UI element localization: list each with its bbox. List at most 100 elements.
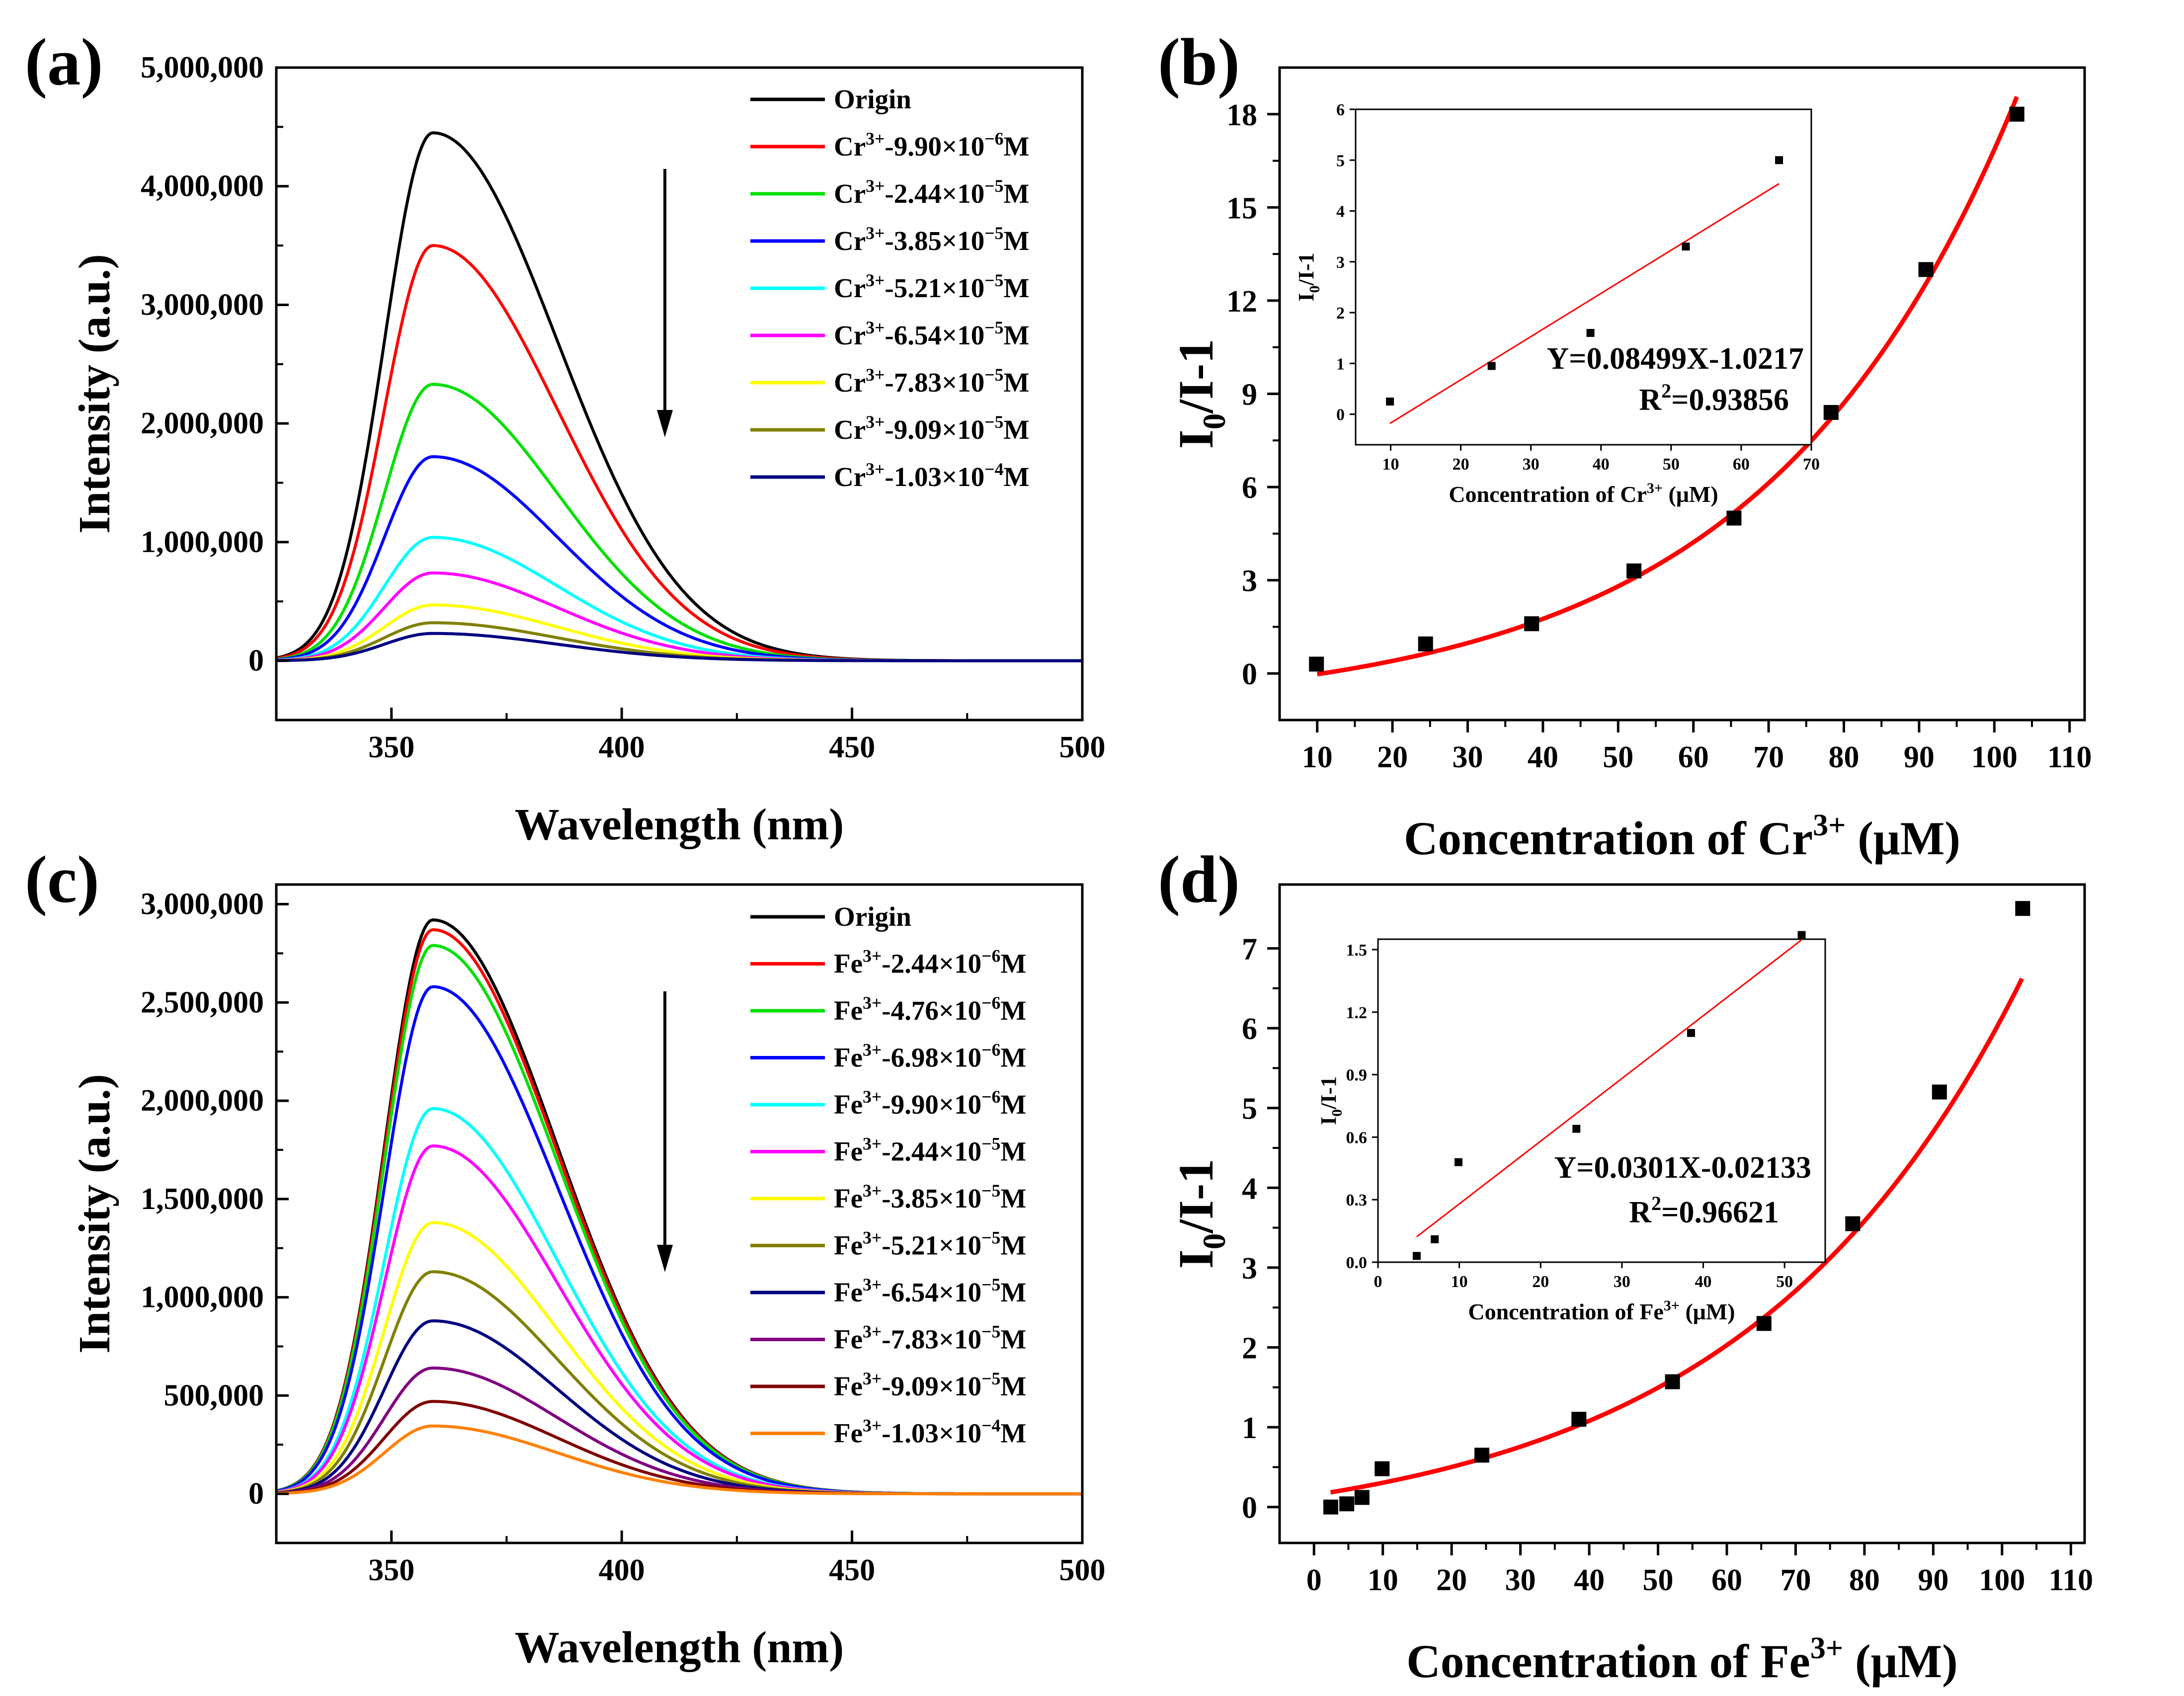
inset-x-tick-label: 10 <box>1451 1273 1468 1291</box>
inset-data-point <box>1572 1125 1581 1133</box>
inset-data-point <box>1797 931 1806 939</box>
y-tick-label: 3 <box>1242 565 1257 598</box>
data-point <box>1756 1316 1772 1331</box>
series-line-6 <box>276 1221 1082 1496</box>
fit-r-squared: R2=0.93856 <box>1639 380 1789 417</box>
y-tick-label: 4 <box>1242 1172 1257 1206</box>
y-tick-label: 15 <box>1226 191 1257 225</box>
y-tick-label: 5 <box>1242 1092 1257 1126</box>
x-axis-label: Concentration of Fe3+ (μM) <box>1406 1631 1958 1688</box>
inset-x-tick-label: 40 <box>1695 1273 1712 1291</box>
series-lines <box>276 131 1082 662</box>
panel-b: 10 20 30 40 50 60 70 80 90 100 1100369121518Concen… <box>1158 25 2092 865</box>
inset-y-tick-label: 1.2 <box>1346 1004 1368 1022</box>
inset-y-tick-label: 1.5 <box>1346 941 1368 960</box>
x-tick-label: 110 <box>2047 740 2092 774</box>
x-tick-label: 50 <box>1603 740 1633 774</box>
inset-y-tick-label: 0.0 <box>1346 1254 1368 1272</box>
inset-x-tick-label: 40 <box>1593 455 1610 474</box>
inset-data-points <box>1386 156 1783 406</box>
inset-x-tick-label: 70 <box>1803 455 1820 474</box>
panel-label: (a) <box>25 25 103 99</box>
y-tick-label: 3 <box>1242 1252 1257 1286</box>
plot-frame <box>1278 883 2086 1544</box>
panel-label: (b) <box>1158 25 1240 99</box>
inset-y-tick-label: 6 <box>1336 101 1345 119</box>
legend-entry-7: Fe3+-5.21×10−5M <box>834 1228 1026 1261</box>
y-tick-label: 7 <box>1242 932 1257 966</box>
data-point <box>1665 1374 1680 1389</box>
inset-y-tick-label: 2 <box>1336 304 1345 323</box>
legend-entry-3: Fe3+-6.98×10−6M <box>834 1040 1026 1073</box>
data-point <box>1726 510 1742 526</box>
y-tick-label: 0 <box>248 644 264 678</box>
x-tick-label: 0 <box>1306 1563 1322 1597</box>
data-point <box>1626 563 1642 578</box>
legend-entry-11: Fe3+-1.03×10−4M <box>834 1416 1026 1449</box>
inset-x-tick-label: 50 <box>1776 1273 1793 1291</box>
y-tick-label: 2,000,000 <box>141 406 264 440</box>
x-tick-label: 400 <box>599 730 645 764</box>
series-line-8 <box>276 632 1082 662</box>
data-point <box>1845 1216 1860 1231</box>
x-tick-label: 100 <box>1979 1563 2025 1597</box>
x-tick-label: 10 <box>1302 740 1333 774</box>
inset-data-point <box>1487 362 1496 370</box>
legend-entry-6: Cr3+-7.83×10−5M <box>834 365 1029 398</box>
x-tick-label: 350 <box>368 1553 414 1587</box>
data-points <box>1323 901 2030 1515</box>
y-tick-label: 3,000,000 <box>141 888 264 921</box>
inset-data-point <box>1386 398 1394 406</box>
legend-entry-10: Fe3+-9.09×10−5M <box>834 1369 1026 1401</box>
data-points <box>1309 106 2024 672</box>
inset-y-axis-label: I0/I-1 <box>1294 252 1323 301</box>
x-tick-label: 500 <box>1059 730 1106 764</box>
inset-data-point <box>1586 329 1595 337</box>
panel-a: 350 400 450 500 0 1,000,000 2,000,000 3,000,000… <box>25 25 1106 849</box>
inset-data-point <box>1412 1252 1421 1260</box>
inset-frame <box>1355 108 1812 446</box>
x-tick-label: 350 <box>368 730 414 764</box>
legend-entry-8: Fe3+-6.54×10−5M <box>834 1275 1026 1307</box>
inset-chart: 10 20 30 40 50 60 70 0 1 2 3 4 5 6 Concentration of Cr… <box>1294 101 1820 507</box>
inset-chart: 0 10 20 30 40 50 0.0 0.3 0.6 0.9 1.2 1.5 Concentrati… <box>1316 931 1826 1324</box>
x-axis-label: Concentration of Cr3+ (μM) <box>1404 808 1960 865</box>
y-axis-label: I0/I-1 <box>1168 339 1232 449</box>
inset-y-tick-label: 0.6 <box>1346 1129 1368 1147</box>
inset-x-axis-label: Concentration of Fe3+ (μM) <box>1468 1297 1735 1324</box>
data-point <box>1323 1499 1339 1515</box>
y-tick-label: 6 <box>1242 1012 1257 1046</box>
series-lines <box>276 918 1082 1496</box>
x-tick-label: 450 <box>829 730 875 764</box>
legend-entry-1: Fe3+-2.44×10−6M <box>834 946 1026 979</box>
data-point <box>1339 1496 1355 1512</box>
y-axis-label: Intensity (a.u.) <box>70 1074 119 1354</box>
x-tick-label: 40 <box>1574 1563 1605 1597</box>
legend-entry-0: Origin <box>834 901 911 932</box>
fit-curve <box>1316 96 2019 677</box>
legend-entry-4: Fe3+-9.90×10−6M <box>834 1087 1026 1120</box>
y-tick-label: 2 <box>1242 1332 1257 1366</box>
legend-entry-5: Fe3+-2.44×10−5M <box>834 1134 1026 1167</box>
inset-data-point <box>1775 156 1783 164</box>
data-point <box>1918 262 1934 277</box>
x-tick-label: 500 <box>1059 1553 1106 1587</box>
panel-label: (d) <box>1158 843 1240 917</box>
x-tick-label: 60 <box>1711 1563 1742 1597</box>
x-tick-label: 70 <box>1780 1563 1811 1597</box>
y-tick-label: 1,000,000 <box>141 1281 264 1314</box>
legend-entry-8: Cr3+-1.03×10−4M <box>834 459 1029 492</box>
legend-entry-2: Cr3+-2.44×10−5M <box>834 176 1029 209</box>
inset-x-tick-label: 10 <box>1382 455 1399 474</box>
x-tick-label: 40 <box>1528 740 1558 774</box>
panel-label: (c) <box>25 843 99 917</box>
legend-entry-4: Cr3+-5.21×10−5M <box>834 270 1029 303</box>
inset-fit-line <box>1389 183 1780 424</box>
y-tick-label: 5,000,000 <box>141 51 264 84</box>
series-line-11 <box>276 1424 1082 1496</box>
y-axis-label: Intensity (a.u.) <box>70 254 119 534</box>
inset-data-point <box>1687 1029 1695 1037</box>
fit-r-squared: R2=0.96621 <box>1629 1192 1779 1229</box>
inset-data-point <box>1431 1235 1439 1243</box>
y-tick-label: 2,500,000 <box>141 985 264 1019</box>
